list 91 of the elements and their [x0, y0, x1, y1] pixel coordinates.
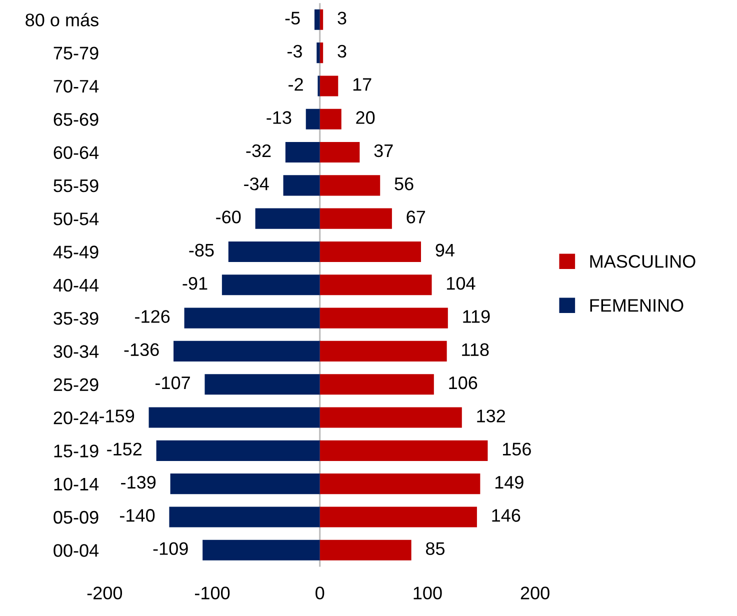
data-label: -126 [135, 310, 170, 323]
data-label: -107 [156, 376, 190, 390]
bar [228, 241, 320, 262]
data-label: 119 [463, 310, 490, 323]
y-tick-label: 25-29 [54, 378, 98, 392]
bar [320, 440, 488, 461]
y-tick-label: 35-39 [54, 312, 98, 325]
y-tick-label: 05-09 [54, 510, 98, 524]
data-label: 118 [462, 343, 489, 356]
y-tick-label: 55-59 [54, 179, 98, 192]
data-label: -5 [285, 12, 300, 25]
bar [316, 42, 320, 64]
data-label: -140 [120, 509, 155, 522]
data-label: -13 [266, 111, 292, 124]
data-label: -85 [189, 244, 214, 257]
bar [320, 175, 380, 196]
bar [320, 308, 448, 328]
bar [320, 340, 447, 362]
bar [314, 9, 320, 30]
data-label: -3 [287, 44, 302, 58]
y-tick-label: 30-34 [54, 345, 99, 358]
data-label: 37 [374, 144, 393, 158]
bar [320, 76, 338, 96]
data-label: 67 [406, 210, 426, 224]
bar [148, 407, 320, 428]
x-tick-label: -200 [87, 586, 122, 600]
y-tick-label: 10-14 [54, 478, 99, 491]
data-label: -136 [124, 343, 159, 356]
data-label: -109 [153, 542, 188, 555]
y-tick-label: 80 o más [26, 12, 98, 26]
bar [320, 9, 324, 30]
data-label: 156 [502, 442, 531, 456]
data-label: 3 [338, 12, 346, 25]
bar [204, 374, 320, 395]
y-tick-label: 75-79 [54, 46, 98, 60]
data-label: 3 [338, 44, 346, 58]
y-tick-label: 50-54 [54, 212, 99, 226]
y-tick-label: 20-24 [54, 411, 99, 424]
y-tick-label: 65-69 [54, 113, 98, 126]
bar [320, 241, 422, 262]
data-label: -91 [182, 276, 208, 290]
data-label: 17 [353, 78, 372, 91]
y-tick-label: 60-64 [54, 146, 99, 159]
bar [320, 474, 480, 494]
bar [320, 374, 434, 395]
y-tick-label: 40-44 [53, 278, 99, 292]
bar [202, 540, 320, 560]
bar [320, 108, 342, 130]
bar [255, 208, 320, 229]
data-label: 94 [436, 244, 454, 257]
x-tick-label: 100 [414, 586, 442, 600]
bar [170, 474, 320, 494]
data-label: -152 [107, 442, 142, 456]
data-label: -2 [288, 78, 303, 91]
legend-label: MASCULINO [590, 255, 696, 268]
bar [174, 340, 320, 362]
bar [222, 274, 320, 296]
data-label: 85 [426, 542, 445, 555]
data-label: 56 [394, 177, 414, 190]
bar [285, 142, 320, 163]
data-label: 106 [449, 376, 478, 390]
bar [320, 142, 360, 163]
y-tick-label: 45-49 [53, 246, 98, 258]
bar [306, 108, 320, 130]
data-label: 132 [477, 410, 505, 422]
data-label: -32 [246, 144, 271, 158]
bar [184, 308, 320, 328]
bar [320, 540, 412, 560]
bar [156, 440, 320, 461]
data-label: -139 [121, 476, 156, 489]
data-label: 20 [356, 111, 375, 124]
data-label: -159 [100, 410, 134, 422]
data-label: 104 [447, 276, 476, 290]
bar [320, 274, 432, 296]
x-tick-label: -100 [194, 586, 230, 600]
bar [283, 175, 320, 196]
bar [320, 42, 324, 64]
bar [169, 506, 320, 528]
data-label: -34 [244, 177, 269, 190]
data-label: 146 [492, 509, 520, 522]
data-label: 149 [495, 476, 524, 489]
y-tick-label: 15-19 [54, 444, 98, 458]
x-tick-label: 0 [316, 586, 324, 600]
y-tick-label: 00-04 [54, 544, 99, 557]
x-tick-label: 200 [520, 586, 550, 600]
data-label: -60 [216, 210, 241, 224]
legend-label: FEMENINO [590, 299, 684, 312]
bar [320, 407, 462, 428]
y-tick-label: 70-74 [54, 80, 99, 93]
bar [320, 506, 477, 528]
bar [320, 208, 392, 229]
